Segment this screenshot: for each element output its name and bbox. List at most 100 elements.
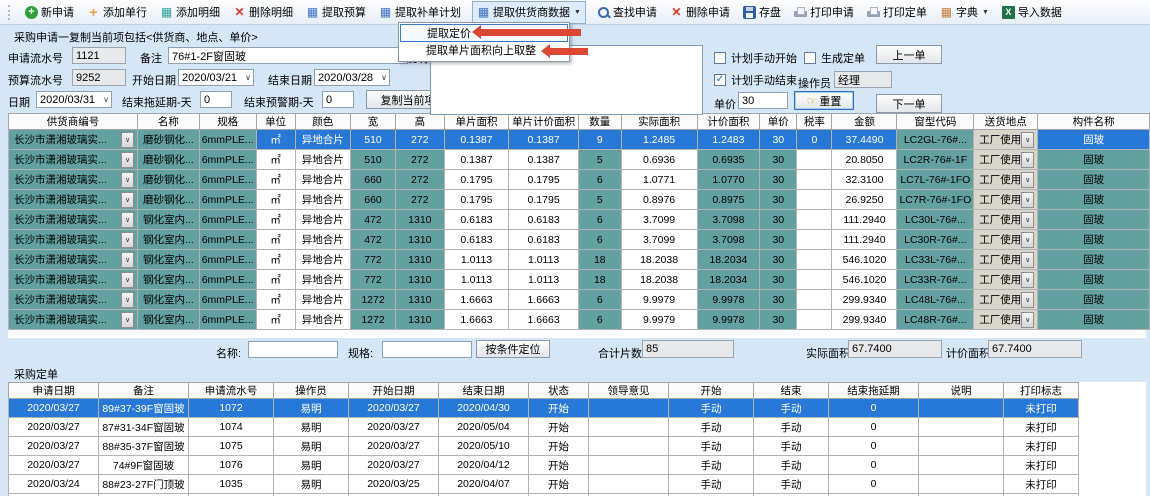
- cell[interactable]: LC2GL-76#...: [896, 129, 975, 150]
- chevron-down-icon[interactable]: ∨: [1021, 291, 1035, 308]
- delivery-location-combo-cell[interactable]: 工厂使用 ∨: [973, 189, 1039, 210]
- cell[interactable]: 6mmPLE...: [198, 149, 257, 170]
- cell[interactable]: 磨砂钢化...: [137, 169, 200, 190]
- delivery-location-combo-cell[interactable]: 工厂使用 ∨: [973, 129, 1039, 150]
- cell[interactable]: 32.3100: [831, 169, 898, 190]
- supplier-cell[interactable]: 长沙市潇湘玻璃实... ∨: [7, 229, 139, 250]
- cell[interactable]: 固玻: [1037, 209, 1150, 230]
- chevron-down-icon[interactable]: ∨: [121, 131, 135, 148]
- cell[interactable]: 30: [759, 169, 798, 190]
- cell[interactable]: 3.7099: [620, 229, 698, 250]
- menu-item-extract-piece-area-roundup[interactable]: 提取单片面积向上取整: [426, 45, 536, 57]
- cell[interactable]: 固玻: [1037, 309, 1150, 330]
- print-order-button[interactable]: 打印定单: [865, 2, 929, 23]
- table-row[interactable]: 2020/03/27 89#37-39F窗固玻 1072 易明 2020/03/27 20…: [8, 398, 1079, 418]
- cell[interactable]: 1310: [394, 229, 445, 250]
- cell[interactable]: 1.0113: [508, 269, 579, 290]
- chevron-down-icon[interactable]: ∨: [1021, 251, 1035, 268]
- cell[interactable]: 272: [394, 129, 445, 150]
- cell[interactable]: 固玻: [1037, 129, 1150, 150]
- extract-supplier-data-button[interactable]: ▦ 提取供货商数据 ▼: [472, 0, 586, 24]
- delete-detail-button[interactable]: ✕ 删除明细: [234, 4, 293, 19]
- table-row[interactable]: 2020/03/27 74#9F窗固玻 1076 易明 2020/03/27 2020/0…: [8, 455, 1079, 475]
- supplier-cell[interactable]: 长沙市潇湘玻璃实... ∨: [7, 249, 139, 270]
- cell[interactable]: 2020/05/10: [438, 436, 529, 456]
- cell[interactable]: [588, 398, 669, 418]
- cell[interactable]: 20.8050: [831, 149, 898, 170]
- supplier-cell[interactable]: 长沙市潇湘玻璃实... ∨: [7, 189, 139, 210]
- cell[interactable]: 0.6183: [443, 209, 510, 230]
- cell[interactable]: 手动: [668, 455, 754, 475]
- extract-supplement-plan-button[interactable]: ▦ 提取补单计划: [379, 4, 461, 19]
- cell[interactable]: 钢化室内...: [137, 209, 200, 230]
- cell[interactable]: [918, 474, 1004, 494]
- chevron-down-icon[interactable]: ∨: [1021, 311, 1035, 328]
- name-filter-input[interactable]: [248, 341, 338, 358]
- cell[interactable]: 6mmPLE...: [198, 269, 257, 290]
- new-request-button[interactable]: + 新申请: [23, 2, 76, 23]
- cell[interactable]: 3.7099: [620, 209, 698, 230]
- cell[interactable]: 未打印: [1003, 474, 1079, 494]
- cell[interactable]: 1310: [394, 309, 445, 330]
- cell[interactable]: 2020/04/30: [438, 398, 529, 418]
- cell[interactable]: 0: [828, 398, 919, 418]
- cell[interactable]: ㎡: [255, 189, 296, 210]
- cell[interactable]: [796, 209, 833, 230]
- cell[interactable]: ㎡: [255, 229, 296, 250]
- chevron-down-icon[interactable]: ∨: [121, 231, 135, 248]
- cell[interactable]: 0.1795: [508, 169, 579, 190]
- cell[interactable]: 钢化室内...: [137, 309, 200, 330]
- table-row[interactable]: 2020/03/27 88#35-37F窗固玻 1075 易明 2020/03/27 20…: [8, 436, 1079, 456]
- cell[interactable]: [796, 169, 833, 190]
- cell[interactable]: 26.9250: [831, 189, 898, 210]
- cell[interactable]: 1.6663: [508, 309, 579, 330]
- cell[interactable]: 异地合片: [294, 289, 352, 310]
- cell[interactable]: LC30L-76#...: [896, 209, 975, 230]
- save-button[interactable]: 存盘: [741, 2, 783, 23]
- cell[interactable]: 未打印: [1003, 436, 1079, 456]
- cell[interactable]: 18: [577, 249, 622, 270]
- cell[interactable]: 74#9F窗固玻: [98, 455, 189, 475]
- next-order-button[interactable]: 下一单: [876, 94, 942, 113]
- cell[interactable]: 0.1795: [508, 189, 579, 210]
- delivery-location-combo-cell[interactable]: 工厂使用 ∨: [973, 229, 1039, 250]
- cell[interactable]: 9.9979: [620, 309, 698, 330]
- cell[interactable]: 6: [577, 229, 622, 250]
- cell[interactable]: 510: [350, 149, 396, 170]
- cell[interactable]: 异地合片: [294, 189, 352, 210]
- cell[interactable]: 异地合片: [294, 309, 352, 330]
- request-no-field[interactable]: 1121: [72, 47, 126, 64]
- cell[interactable]: 5: [577, 149, 622, 170]
- cell[interactable]: 30: [759, 249, 798, 270]
- cell[interactable]: 0: [828, 417, 919, 437]
- chevron-down-icon[interactable]: ∨: [1021, 131, 1035, 148]
- cell[interactable]: ㎡: [255, 309, 296, 330]
- delete-request-button[interactable]: ✕ 删除申请: [671, 4, 730, 19]
- cell[interactable]: 钢化室内...: [137, 269, 200, 290]
- cell[interactable]: 299.9340: [831, 289, 898, 310]
- cell[interactable]: 未打印: [1003, 455, 1079, 475]
- cell[interactable]: 异地合片: [294, 129, 352, 150]
- cell[interactable]: 未打印: [1003, 417, 1079, 437]
- cell[interactable]: 钢化室内...: [137, 229, 200, 250]
- cell[interactable]: 1.6663: [443, 289, 510, 310]
- cell[interactable]: 472: [350, 209, 396, 230]
- supplier-cell[interactable]: 长沙市潇湘玻璃实... ∨: [7, 149, 139, 170]
- delivery-location-combo-cell[interactable]: 工厂使用 ∨: [973, 309, 1039, 330]
- cell[interactable]: 89#37-39F窗固玻: [98, 398, 189, 418]
- cell[interactable]: [796, 289, 833, 310]
- cell[interactable]: [796, 229, 833, 250]
- cell[interactable]: 30: [759, 309, 798, 330]
- cell[interactable]: 易明: [273, 474, 349, 494]
- cell[interactable]: 手动: [753, 417, 829, 437]
- cell[interactable]: 9: [577, 129, 622, 150]
- cell[interactable]: LC7L-76#-1FO: [896, 169, 975, 190]
- delivery-location-combo-cell[interactable]: 工厂使用 ∨: [973, 209, 1039, 230]
- cell[interactable]: 2020/04/12: [438, 455, 529, 475]
- chevron-down-icon[interactable]: ∨: [121, 151, 135, 168]
- chevron-down-icon[interactable]: ∨: [121, 251, 135, 268]
